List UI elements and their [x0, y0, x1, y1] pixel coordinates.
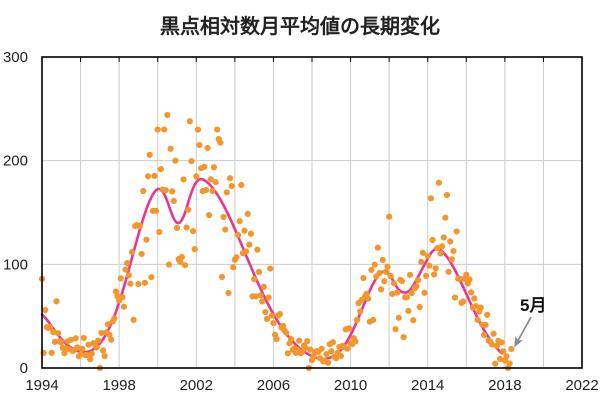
svg-text:0: 0	[20, 360, 28, 377]
svg-text:5月: 5月	[520, 296, 546, 315]
svg-text:2022: 2022	[565, 377, 598, 394]
svg-text:2010: 2010	[334, 377, 367, 394]
svg-text:2018: 2018	[488, 377, 521, 394]
svg-text:100: 100	[3, 256, 28, 273]
svg-text:2002: 2002	[180, 377, 213, 394]
svg-text:200: 200	[3, 153, 28, 170]
svg-text:1994: 1994	[25, 377, 58, 394]
svg-text:300: 300	[3, 49, 28, 66]
svg-text:2014: 2014	[411, 377, 444, 394]
svg-text:2006: 2006	[257, 377, 290, 394]
svg-text:1998: 1998	[102, 377, 135, 394]
